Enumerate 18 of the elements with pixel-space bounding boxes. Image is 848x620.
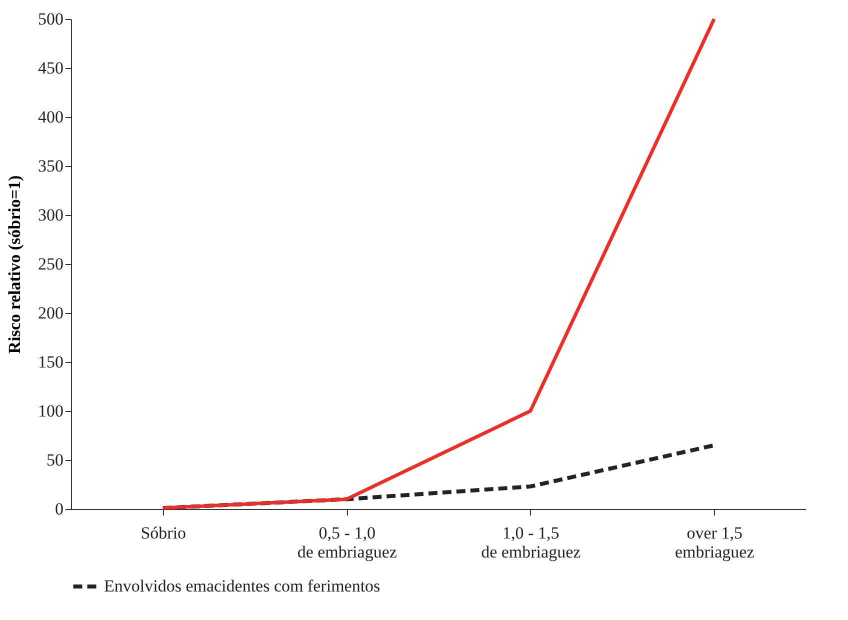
y-tick-label: 500 (38, 10, 64, 28)
y-tick-label: 0 (55, 500, 64, 518)
y-axis-title: Risco relativo (sóbrio=1) (5, 175, 24, 354)
y-tick-label: 150 (38, 352, 64, 372)
y-tick-label: 300 (38, 206, 64, 224)
x-tick-label: 1,0 - 1,5 de embriaguez (481, 524, 582, 562)
x-tick-label: Sóbrio (140, 524, 186, 542)
y-tick-label: 200 (38, 304, 64, 322)
y-tick-label: 250 (38, 254, 64, 274)
x-tick-label: 0,5 - 1,0 de embriaguez (297, 524, 398, 562)
y-tick-label: 350 (38, 156, 64, 176)
y-tick-label: 50 (46, 450, 64, 470)
legend-label: Envolvidos emacidentes com ferimentos (104, 576, 380, 596)
x-tick-label: over 1,5 embriaguez (674, 524, 755, 562)
y-tick-label: 450 (38, 58, 64, 78)
y-tick-label: 400 (38, 108, 64, 126)
line-series (161, 17, 716, 510)
y-tick-label: 100 (38, 402, 64, 420)
